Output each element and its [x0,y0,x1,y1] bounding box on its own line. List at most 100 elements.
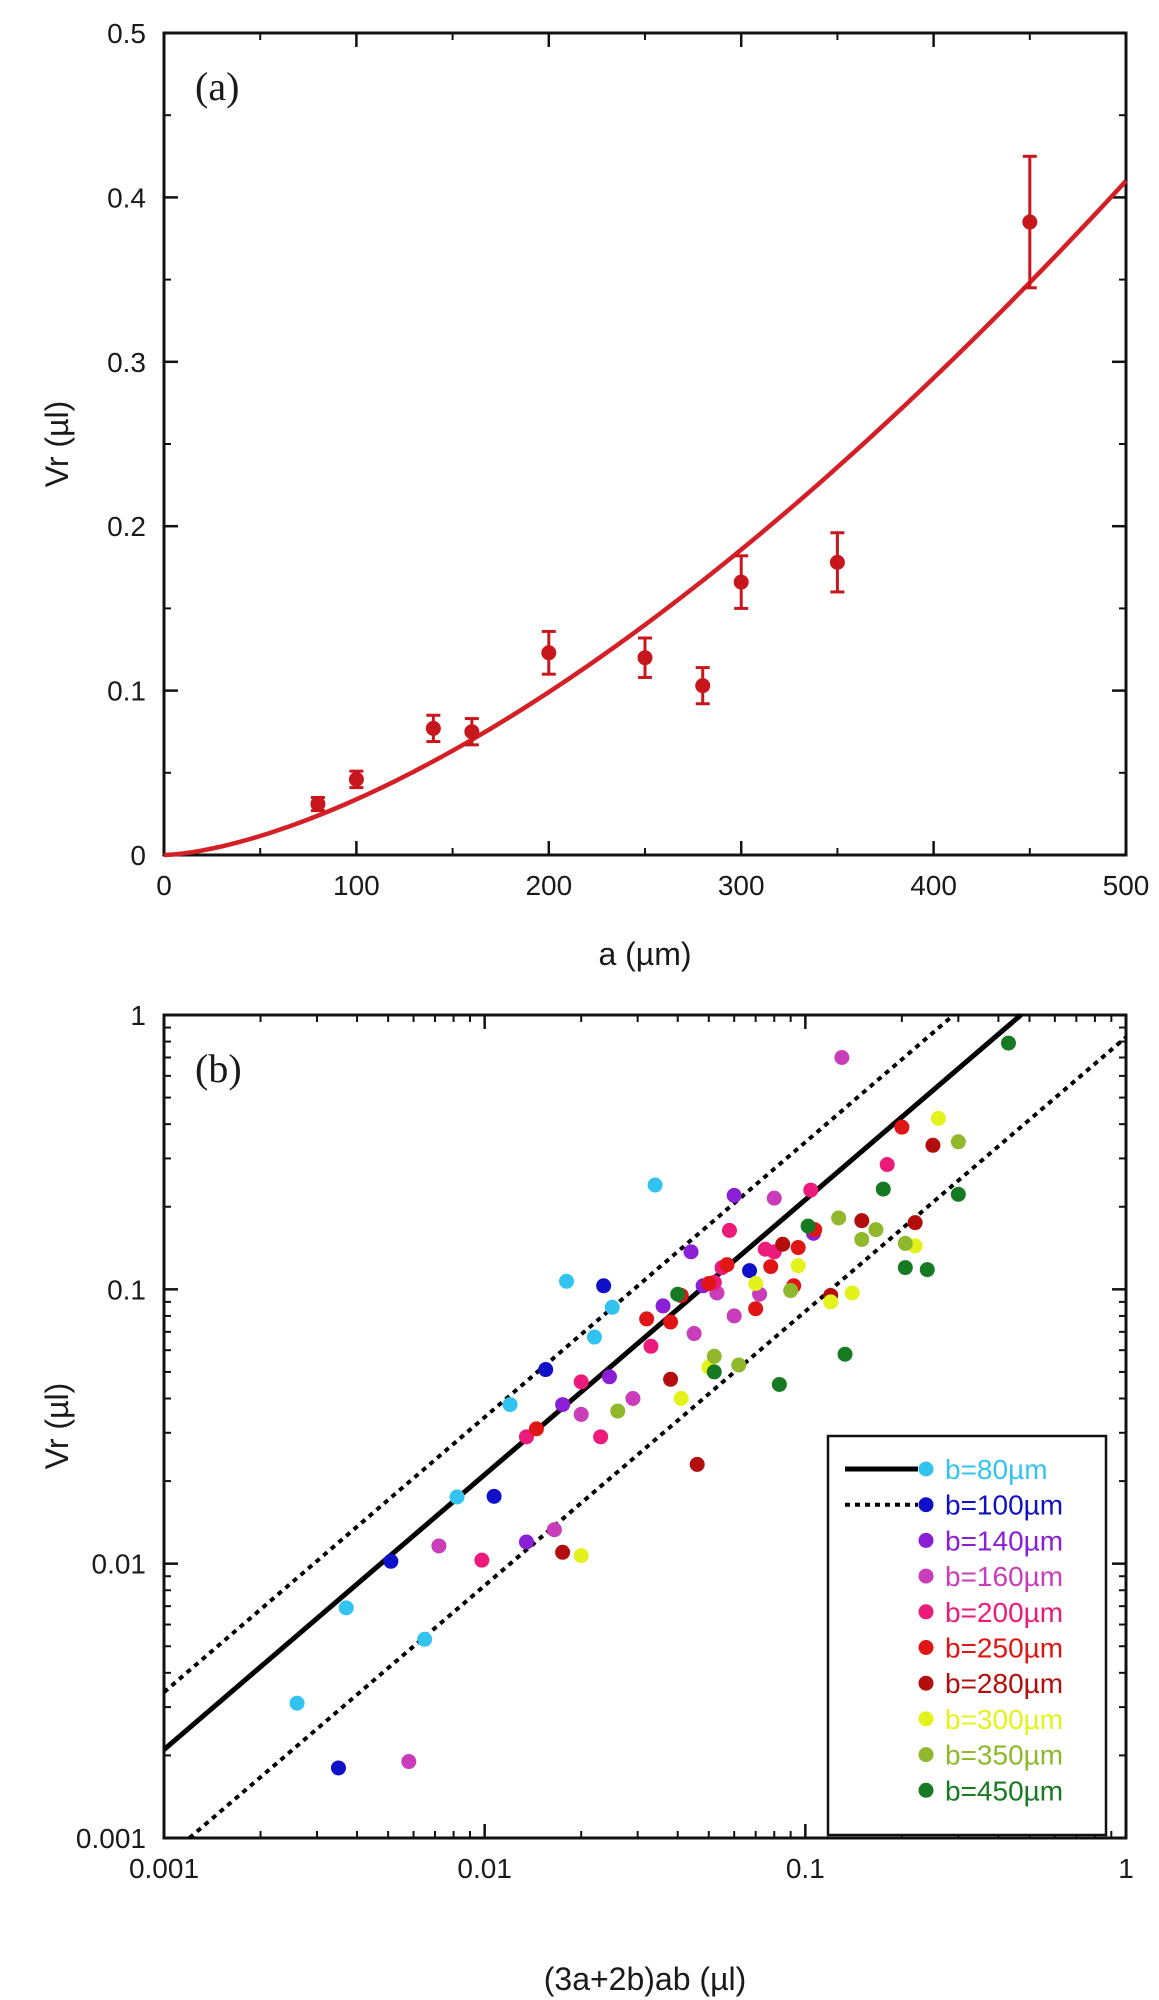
y-tick-label: 0.4 [107,182,146,213]
data-point [431,1538,447,1554]
data-point [790,1240,806,1256]
data-point [683,1244,699,1260]
legend-label: b=140µm [945,1525,1063,1556]
legend-marker [918,1568,934,1584]
fit-curve-line [163,179,1128,858]
legend-label: b=80µm [945,1454,1048,1485]
panel-a-label: (a) [195,64,239,109]
data-point [502,1397,518,1413]
data-point [726,1187,742,1203]
data-point [783,1283,799,1299]
panel-b-label: (b) [195,1046,242,1091]
data-point [800,1218,816,1234]
data-point [593,1429,609,1445]
data-point [854,1231,870,1247]
data-point [449,1489,465,1505]
data-point [417,1631,433,1647]
legend-marker [918,1782,934,1798]
data-point [771,1376,787,1392]
data-point [559,1273,575,1289]
data-point [742,1263,758,1279]
data-point [673,1391,689,1407]
y-tick-label: 0.1 [107,1274,146,1305]
data-point [655,1298,671,1314]
data-point [518,1534,534,1550]
panel-a-plot-frame [162,31,1128,857]
data-point [573,1374,589,1390]
panel-a-chart: 0 100 200 300 400 500 0 0.1 0.2 0.3 0.4 0.5 (a) a (… [39,18,1149,972]
data-point [721,1222,737,1238]
data-point [1022,214,1038,230]
legend-items: b=80µm b=100µm b=140µm b=160µm b=200µm b=250µ… [845,1454,1063,1806]
panel-a-y-axis-title: Vr (µl) [39,401,75,488]
data-point [879,1157,895,1173]
data-point [555,1397,571,1413]
data-point [907,1215,923,1231]
data-point [538,1362,554,1378]
data-point [401,1754,417,1770]
data-point [338,1600,354,1616]
data-point [464,724,480,740]
data-point [829,554,845,570]
data-point [719,1257,735,1273]
data-point [775,1236,791,1252]
legend-marker [918,1711,934,1727]
data-point [950,1186,966,1202]
data-point [930,1110,946,1126]
data-point [763,1259,779,1275]
data-point [803,1182,819,1198]
data-point [383,1553,399,1569]
y-tick-label: 1 [130,1000,146,1031]
data-point [731,1357,747,1373]
y-tick-label: 0.001 [76,1823,146,1854]
data-point [1000,1035,1016,1051]
data-point [875,1181,891,1197]
data-point [837,1346,853,1362]
legend-marker [918,1747,934,1763]
data-point [289,1695,305,1711]
data-point [868,1222,884,1238]
data-point [486,1488,502,1504]
x-tick-label: 400 [910,870,957,901]
data-point [706,1364,722,1380]
fit-line-solid [162,1013,1023,1752]
data-point [610,1403,626,1419]
x-tick-label: 0.1 [786,1853,825,1884]
legend-marker [918,1461,934,1477]
legend-marker [918,1532,934,1548]
data-point [897,1235,913,1251]
data-point [555,1544,571,1560]
legend-label: b=100µm [945,1490,1063,1521]
y-tick-label: 0.01 [92,1549,147,1580]
x-tick-label: 0 [156,870,172,901]
data-point [601,1369,617,1385]
data-point [823,1294,839,1310]
data-point [748,1276,764,1292]
data-point [637,650,653,666]
data-point [643,1338,659,1354]
panel-b-ticks: 0.001 0.01 0.1 1 0.001 0.01 0.1 1 [76,1000,1134,1884]
data-point [726,1308,742,1324]
data-point [573,1406,589,1422]
data-point [894,1119,910,1135]
x-tick-label: 500 [1103,870,1150,901]
data-point [330,1760,346,1776]
x-tick-label: 100 [333,870,380,901]
data-point [663,1371,679,1387]
panel-a-data-points [310,154,1038,813]
panel-b-y-axis-title: Vr (µl) [39,1383,75,1470]
data-point [604,1299,620,1315]
y-tick-label: 0.1 [107,676,146,707]
x-tick-label: 0.001 [129,1853,199,1884]
data-point [573,1548,589,1564]
data-point [348,771,364,787]
data-point [950,1134,966,1150]
data-point [854,1213,870,1229]
data-point [596,1278,612,1294]
legend-marker [918,1640,934,1655]
panel-b-chart: 0.001 0.01 0.1 1 0.001 0.01 0.1 1 (b) (3a+2b)ab… [39,1000,1134,1997]
legend-box [826,1434,1108,1837]
data-point [670,1286,686,1302]
data-point [586,1329,602,1345]
legend-marker [918,1675,934,1691]
